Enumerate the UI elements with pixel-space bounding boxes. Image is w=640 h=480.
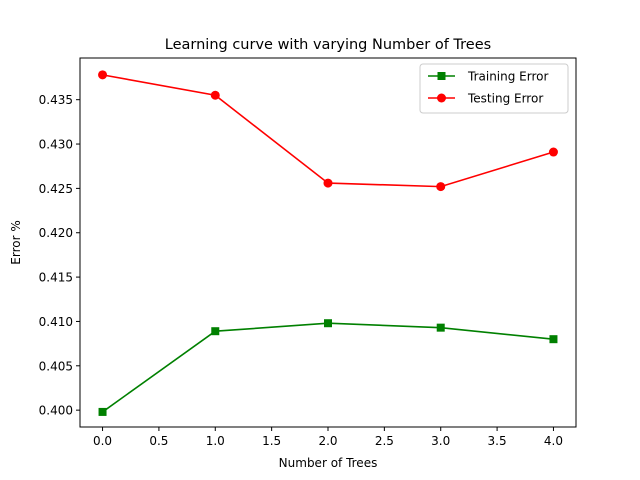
- y-tick-label: 0.415: [39, 271, 73, 285]
- training-error-point: [549, 335, 558, 344]
- testing-error-point: [98, 70, 108, 80]
- legend-items: Training Error Testing Error: [428, 70, 548, 106]
- y-tick-label: 0.420: [39, 226, 73, 240]
- x-tick-label: 2.0: [318, 434, 337, 448]
- x-tick-label: 0.5: [149, 434, 168, 448]
- y-tick-label: 0.400: [39, 404, 73, 418]
- y-tick-label: 0.435: [39, 93, 73, 107]
- legend-entry-training-error: Training Error: [428, 70, 548, 84]
- training-error-point: [436, 323, 445, 332]
- legend-label-training-error: Training Error: [467, 70, 548, 84]
- plot-area: 0.0 0.5 1.0 1.5 2.0 2.5 3.0 3.5 4.0 0.400 0.405 0.4…: [39, 70, 563, 448]
- testing-error-point: [323, 178, 333, 188]
- testing-error-point: [210, 90, 220, 100]
- legend-marker-testing-error: [437, 93, 446, 103]
- testing-error-point: [436, 182, 446, 192]
- training-error-series: [98, 319, 558, 416]
- plot-frame: [79, 57, 577, 428]
- x-tick-label: 1.5: [262, 434, 281, 448]
- chart-title: Learning curve with varying Number of Tr…: [165, 37, 491, 53]
- x-tick-label: 1.0: [206, 434, 225, 448]
- legend-box: [419, 63, 569, 114]
- x-axis-label: Number of Trees: [279, 456, 378, 470]
- y-tick-label: 0.425: [39, 182, 73, 196]
- testing-error-point: [548, 147, 558, 157]
- x-tick-label: 4.0: [544, 434, 563, 448]
- x-tick-label: 0.0: [93, 434, 112, 448]
- x-tick-label: 2.5: [375, 434, 394, 448]
- legend: Training Error Testing Error: [419, 63, 569, 114]
- training-error-point: [324, 319, 332, 328]
- legend-entry-testing-error: Testing Error: [428, 92, 543, 106]
- y-tick-label: 0.430: [39, 138, 73, 152]
- legend-marker-training-error: [437, 72, 446, 80]
- legend-label-testing-error: Testing Error: [467, 92, 543, 106]
- training-error-point: [98, 407, 107, 416]
- y-axis-label: Error %: [9, 220, 23, 264]
- testing-error-series: [98, 70, 558, 192]
- training-error-point: [211, 327, 220, 336]
- y-tick-label: 0.405: [39, 359, 73, 373]
- y-tick-label: 0.410: [39, 315, 73, 329]
- x-tick-label: 3.5: [488, 434, 507, 448]
- x-tick-label: 3.0: [431, 434, 450, 448]
